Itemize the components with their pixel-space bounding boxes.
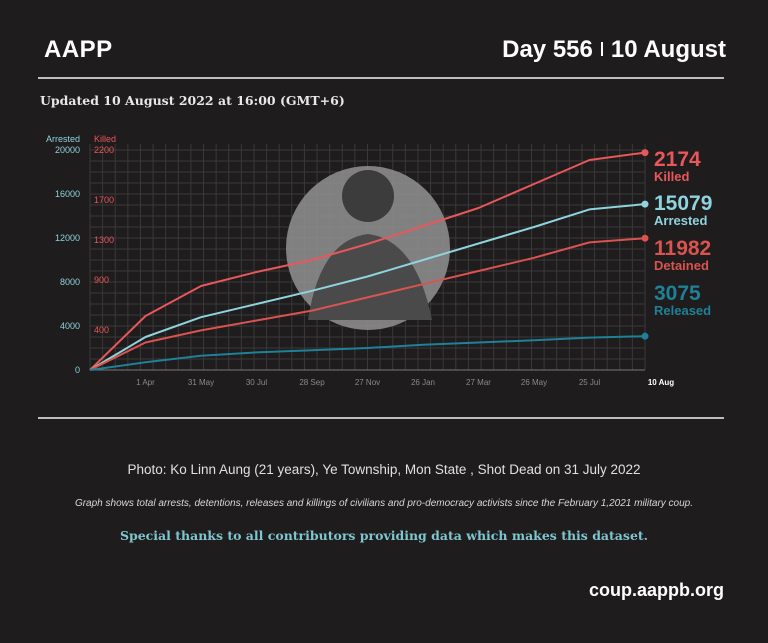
top-rule <box>38 77 724 79</box>
right-tick-label: 2200 <box>94 145 114 155</box>
series-end-dot-killed <box>641 149 649 157</box>
end-label-killed: Killed <box>654 169 689 184</box>
x-tick-label: 27 Nov <box>355 378 380 387</box>
portrait-head <box>342 170 394 222</box>
graph-note: Graph shows total arrests, detentions, r… <box>74 498 694 509</box>
x-tick-label: 30 Jul <box>246 378 268 387</box>
end-value-released: 3075 <box>654 282 701 305</box>
series-end-dot-released <box>641 332 649 340</box>
portrait-photo <box>286 166 450 330</box>
right-axis-title: Killed <box>94 134 116 144</box>
x-tick-label: 26 May <box>521 378 547 387</box>
end-label-detained: Detained <box>654 258 709 273</box>
right-tick-label: 1300 <box>94 235 114 245</box>
date: 10 August <box>610 36 726 63</box>
x-tick-label: 27 Mar <box>466 378 491 387</box>
day-counter: Day 556 <box>502 36 593 63</box>
bottom-rule <box>38 417 724 419</box>
series-line-arrested <box>89 203 646 371</box>
right-tick-label: 900 <box>94 275 109 285</box>
day-date: Day 556 10 August <box>502 36 726 64</box>
x-tick-label: 28 Sep <box>299 378 325 387</box>
right-tick-label: 400 <box>94 325 109 335</box>
left-axis-title: Arrested <box>46 134 80 144</box>
end-value-arrested: 15079 <box>654 192 712 215</box>
x-tick-label: 1 Apr <box>136 378 155 387</box>
photo-caption: Photo: Ko Linn Aung (21 years), Ye Towns… <box>127 462 641 477</box>
series-line-killed <box>89 151 646 371</box>
left-tick-label: 16000 <box>55 189 80 199</box>
left-tick-label: 20000 <box>55 145 80 155</box>
x-tick-label: 31 May <box>188 378 214 387</box>
x-tick-label: 25 Jul <box>579 378 601 387</box>
x-tick-label: 26 Jan <box>411 378 435 387</box>
series-end-dot-arrested <box>641 200 649 208</box>
x-tick-label: 10 Aug <box>648 378 674 387</box>
thanks-text: Special thanks to all contributors provi… <box>119 528 649 543</box>
left-tick-label: 0 <box>75 365 80 375</box>
updated-text: Updated 10 August 2022 at 16:00 (GMT+6) <box>40 93 345 108</box>
left-tick-label: 8000 <box>60 277 80 287</box>
site-url[interactable]: coup.aappb.org <box>589 580 724 600</box>
left-tick-label: 12000 <box>55 233 80 243</box>
end-label-released: Released <box>654 303 711 318</box>
left-tick-label: 4000 <box>60 321 80 331</box>
right-tick-label: 1700 <box>94 195 114 205</box>
portrait-body <box>308 234 432 320</box>
separator <box>600 42 603 56</box>
end-label-arrested: Arrested <box>654 213 708 228</box>
title: AAPP <box>44 36 113 63</box>
cumulative-chart: Arrested Killed 0 4000 8000 12000 16000 20000 40… <box>46 134 712 387</box>
end-value-killed: 2174 <box>654 148 701 171</box>
series-line-detained <box>89 237 646 371</box>
series-line-released <box>89 335 646 371</box>
end-value-detained: 11982 <box>654 237 711 260</box>
series-end-dot-detained <box>641 234 649 242</box>
